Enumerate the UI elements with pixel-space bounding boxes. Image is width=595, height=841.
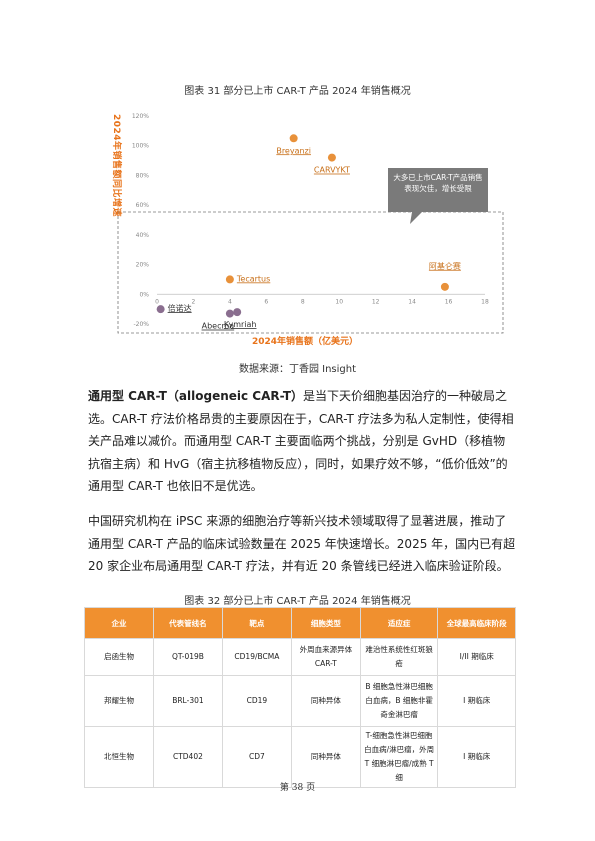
pipeline-table: 企业 代表管线名 靶点 细胞类型 适应症 全球最高临床阶段 启函生物 QT-01… bbox=[84, 607, 516, 788]
cell-stage: I 期临床 bbox=[437, 675, 516, 727]
header-stage: 全球最高临床阶段 bbox=[437, 607, 516, 639]
highlight-box bbox=[117, 211, 504, 334]
x-tick-label: 4 bbox=[228, 298, 232, 305]
figure-31-source: 数据来源：丁香园 Insight bbox=[238, 364, 357, 375]
callout: 大多已上市CAR-T产品销售表现欠佳，增长受限 bbox=[388, 168, 488, 224]
scatter-point bbox=[225, 275, 234, 284]
scatter-point bbox=[327, 153, 336, 162]
header-cell-type: 细胞类型 bbox=[290, 607, 361, 639]
header-company: 企业 bbox=[84, 607, 154, 639]
callout-text: 大多已上市CAR-T产品销售表现欠佳，增长受限 bbox=[393, 173, 483, 193]
figure-32-title: 图表 32 部分已上市 CAR-T 产品 2024 年销售概况 bbox=[184, 596, 411, 607]
cell-stage: I 期临床 bbox=[437, 726, 516, 788]
cell-company: 邦耀生物 bbox=[84, 675, 154, 727]
scatter-point bbox=[233, 308, 242, 317]
x-tick-label: 2 bbox=[192, 298, 196, 305]
cell-target: CD7 bbox=[221, 726, 292, 788]
cell-pipeline: BRL-301 bbox=[152, 675, 223, 727]
y-axis-label: 2024年销售额同比增速 bbox=[111, 114, 123, 217]
x-tick-label: 0 bbox=[155, 298, 159, 305]
paragraph-allogeneic: 通用型 CAR-T（allogeneic CAR-T）是当下天价细胞基因治疗的一… bbox=[88, 385, 516, 498]
table-row: 启函生物 QT-019B CD19/BCMA 外周血来源异体 CAR-T 难治性… bbox=[84, 638, 516, 676]
y-tick-label: 120% bbox=[132, 113, 149, 120]
point-label: CARVYKT bbox=[314, 166, 350, 175]
paragraph-lead: 通用型 CAR-T（allogeneic CAR-T） bbox=[88, 389, 304, 403]
cell-company: 北恒生物 bbox=[84, 726, 154, 788]
y-tick-label: -20% bbox=[133, 321, 149, 328]
cell-indication: 难治性系统性红斑狼疮 bbox=[359, 638, 439, 676]
cell-cell-type: 同种异体 bbox=[290, 675, 361, 727]
point-label: 阿基仑赛 bbox=[429, 261, 461, 271]
table-row: 北恒生物 CTD402 CD7 同种异体 T-细胞急性淋巴细胞白血病/淋巴瘤，外… bbox=[84, 726, 516, 788]
y-tick-label: 0% bbox=[139, 291, 149, 298]
cell-pipeline: QT-019B bbox=[152, 638, 223, 676]
y-tick-label: 40% bbox=[136, 232, 150, 239]
cell-target: CD19 bbox=[221, 675, 292, 727]
cell-stage: I/II 期临床 bbox=[437, 638, 516, 676]
point-label: Breyanzi bbox=[276, 146, 311, 155]
y-tick-label: 20% bbox=[136, 262, 150, 269]
y-tick-label: 60% bbox=[136, 202, 150, 209]
cell-target: CD19/BCMA bbox=[221, 638, 292, 676]
scatter-point bbox=[440, 282, 449, 291]
point-label: Tecartus bbox=[236, 274, 270, 283]
header-target: 靶点 bbox=[221, 607, 292, 639]
y-tick-label: 80% bbox=[136, 172, 150, 179]
cell-cell-type: 外周血来源异体 CAR-T bbox=[290, 638, 361, 676]
page-number: 第 38 页 bbox=[279, 783, 316, 793]
x-tick-label: 6 bbox=[264, 298, 268, 305]
y-tick-label: 100% bbox=[132, 143, 149, 150]
sales-scatter-chart: -20% 0% 20% 40% 60% 80% 100% 120% 0 2 4 6 8 10 12 14 16… bbox=[111, 113, 504, 347]
x-tick-label: 14 bbox=[408, 298, 416, 305]
cell-cell-type: 同种异体 bbox=[290, 726, 361, 788]
x-tick-label: 8 bbox=[301, 298, 305, 305]
scatter-point bbox=[156, 305, 165, 314]
table-header-row: 企业 代表管线名 靶点 细胞类型 适应症 全球最高临床阶段 bbox=[84, 607, 516, 639]
point-label: 倍诺达 bbox=[168, 303, 192, 313]
figure-31-title: 图表 31 部分已上市 CAR-T 产品 2024 年销售概况 bbox=[184, 86, 411, 97]
header-indication: 适应症 bbox=[359, 607, 439, 639]
paragraph-body: 是当下天价细胞基因治疗的一种破局之选。CAR-T 疗法价格昂贵的主要原因在于，C… bbox=[88, 389, 514, 493]
point-label: Abecma bbox=[202, 322, 235, 331]
cell-indication: T-细胞急性淋巴细胞白血病/淋巴瘤，外周 T 细胞淋巴瘤/成熟 T 细 bbox=[359, 726, 439, 788]
paragraph-china-progress: 中国研究机构在 iPSC 来源的细胞治疗等新兴技术领域取得了显著进展，推动了通用… bbox=[88, 514, 516, 573]
x-tick-label: 16 bbox=[445, 298, 453, 305]
x-tick-label: 18 bbox=[481, 298, 489, 305]
table-row: 邦耀生物 BRL-301 CD19 同种异体 B 细胞急性淋巴细胞白血病，B 细… bbox=[84, 675, 516, 727]
scatter-point bbox=[289, 134, 298, 143]
x-tick-label: 10 bbox=[335, 298, 343, 305]
x-axis-label: 2024年销售额（亿美元） bbox=[252, 335, 358, 347]
point-label: Kymriah bbox=[224, 320, 257, 329]
scatter-point bbox=[225, 309, 234, 318]
header-pipeline: 代表管线名 bbox=[152, 607, 223, 639]
x-tick-label: 12 bbox=[372, 298, 380, 305]
cell-indication: B 细胞急性淋巴细胞白血病，B 细胞非霍奇金淋巴瘤 bbox=[359, 675, 439, 727]
cell-pipeline: CTD402 bbox=[152, 726, 223, 788]
cell-company: 启函生物 bbox=[84, 638, 154, 676]
